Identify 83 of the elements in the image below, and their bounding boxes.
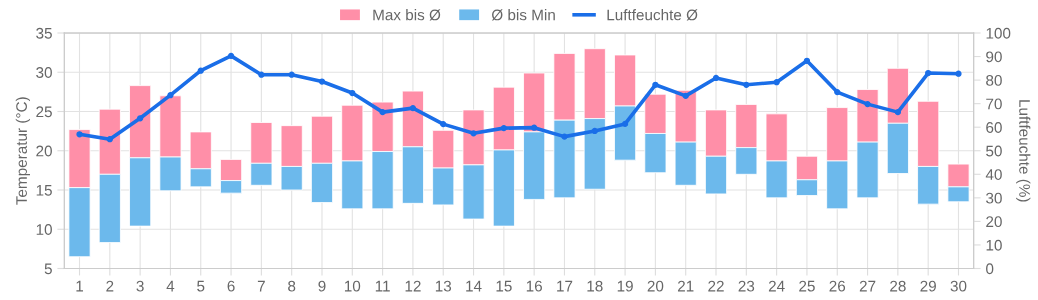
point	[955, 70, 962, 77]
x-tick-label: 22	[708, 280, 724, 292]
x-tick-label: 7	[257, 280, 265, 292]
x-tick-label: 17	[557, 280, 573, 292]
point	[591, 127, 598, 135]
y-tick-label: 5	[44, 263, 52, 275]
x-tick-label: 25	[799, 280, 815, 292]
x-tick-label: 21	[677, 280, 694, 292]
point	[773, 79, 780, 86]
x-tick-label: 26	[829, 280, 846, 292]
y-axis-title: Temperatur (°C)	[15, 97, 30, 205]
point	[743, 81, 750, 88]
point	[712, 74, 720, 82]
point	[894, 109, 901, 116]
x-tick-label: 19	[617, 280, 633, 292]
point	[682, 92, 689, 100]
y-tick-label: 25	[36, 106, 52, 118]
y2-tick-label: 60	[986, 122, 1002, 133]
point	[258, 71, 265, 78]
x-tick-label: 16	[526, 280, 542, 292]
point	[652, 81, 659, 88]
point	[137, 115, 144, 122]
y2-tick-label: 10	[986, 239, 1002, 251]
point	[621, 120, 629, 128]
y2-axis-title: Luftfeuchte (%)	[1016, 100, 1031, 202]
x-tick-label: 8	[288, 280, 296, 292]
x-tick-label: 1	[76, 280, 84, 292]
point	[167, 92, 174, 99]
point	[834, 88, 841, 96]
point	[561, 133, 568, 140]
point	[864, 100, 871, 108]
x-tick-label: 10	[344, 280, 361, 292]
y2-tick-label: 0	[986, 263, 994, 275]
point	[379, 109, 386, 116]
x-tick-label: 15	[496, 280, 512, 292]
point	[803, 57, 811, 64]
x-tick-label: 18	[587, 280, 603, 292]
y-tick-label: 35	[36, 27, 52, 39]
x-tick-label: 20	[647, 280, 664, 292]
point	[197, 67, 204, 74]
x-tick-label: 23	[738, 280, 755, 292]
x-tick-label: 12	[405, 280, 421, 292]
x-tick-label: 5	[197, 280, 205, 292]
y2-tick-label: 70	[986, 98, 1002, 110]
x-tick-label: 11	[375, 280, 390, 292]
y2-tick-label: 90	[986, 51, 1002, 63]
point	[925, 69, 932, 77]
point	[500, 125, 507, 132]
y-tick-label: 20	[36, 145, 52, 157]
point	[470, 130, 477, 137]
x-tick-label: 9	[318, 280, 326, 292]
legend-label: Max bis Ø	[373, 9, 441, 21]
y2-tick-label: 20	[986, 216, 1002, 228]
point	[227, 52, 235, 59]
point	[76, 131, 83, 138]
y2-tick-label: 50	[986, 145, 1002, 157]
x-tick-label: 28	[890, 280, 906, 292]
y2-tick-label: 40	[985, 169, 1002, 180]
y-tick-label: 10	[36, 224, 52, 235]
point	[106, 136, 113, 143]
point	[288, 71, 295, 78]
y2-tick-label: 30	[986, 192, 1002, 204]
x-tick-label: 14	[466, 280, 482, 292]
point	[409, 104, 417, 112]
x-tick-label: 3	[136, 280, 144, 292]
x-tick-label: 2	[106, 280, 114, 292]
y2-tick-label: 80	[986, 74, 1002, 86]
y2-tick-label: 100	[986, 27, 1011, 39]
y-tick-label: 15	[36, 185, 52, 196]
y-tick-label: 30	[36, 67, 52, 78]
point	[318, 78, 326, 85]
x-tick-label: 13	[435, 280, 452, 292]
x-tick-label: 30	[950, 280, 967, 292]
x-tick-label: 6	[227, 280, 235, 292]
x-tick-label: 29	[920, 280, 936, 292]
x-tick-label: 27	[859, 280, 876, 292]
x-tick-label: 4	[166, 280, 175, 292]
legend-label: Luftfeuchte Ø	[607, 9, 698, 21]
point	[349, 89, 356, 97]
point	[440, 121, 447, 128]
x-tick-label: 24	[768, 280, 785, 292]
legend-label: Ø bis Min	[491, 9, 555, 21]
point	[531, 124, 538, 131]
